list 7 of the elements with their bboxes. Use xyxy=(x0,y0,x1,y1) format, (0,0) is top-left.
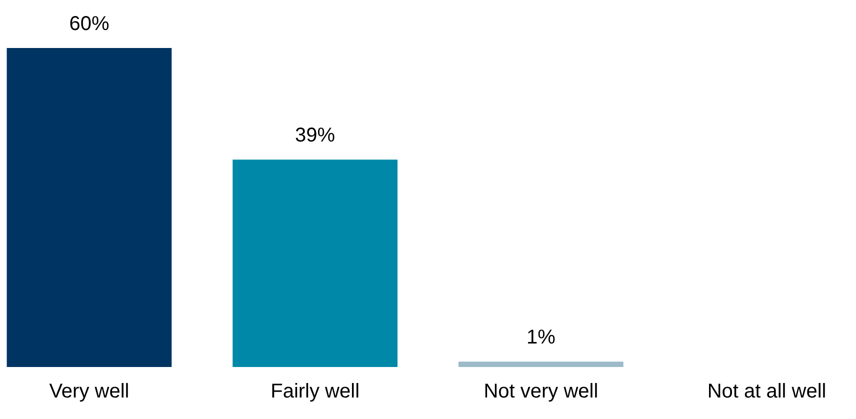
data-label: 39% xyxy=(295,124,336,147)
x-tick-label: Not at all well xyxy=(707,380,826,402)
x-tick-label: Very well xyxy=(49,380,130,402)
data-label: 60% xyxy=(69,13,110,35)
data-label: 1% xyxy=(526,326,556,349)
x-tick-label: Fairly well xyxy=(270,380,360,402)
x-tick-label: Not very well xyxy=(484,380,598,402)
